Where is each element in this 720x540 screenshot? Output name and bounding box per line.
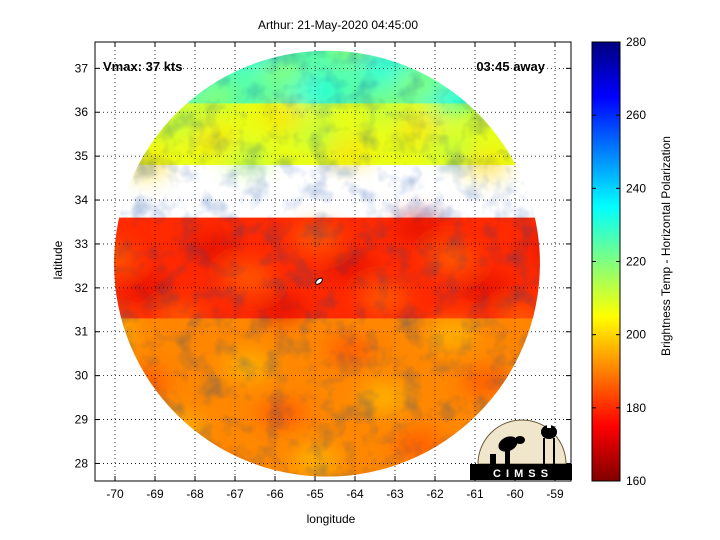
- x-ticks: -70 -69 -68 -67 -66 -65 -64 -63 -62 -61 -60 -59: [106, 42, 564, 501]
- y-tick-label: 37: [75, 61, 89, 75]
- colorbar: 160 180 200 220 240 260 280 Brightness Temp - …: [591, 35, 673, 488]
- y-ticks: 28 29 30 31 32 33 34 35 36 37: [75, 61, 571, 470]
- y-tick-label: 32: [75, 281, 89, 295]
- y-tick-label: 29: [75, 413, 89, 427]
- colorbar-tick-label: 240: [626, 181, 646, 195]
- chart-title: Arthur: 21-May-2020 04:45:00: [258, 18, 418, 32]
- colorbar-tick-label: 280: [626, 35, 646, 49]
- x-tick-label: -66: [266, 487, 284, 501]
- y-tick-label: 34: [75, 193, 89, 207]
- y-tick-label: 30: [75, 369, 89, 383]
- colorbar-gradient: [591, 41, 621, 482]
- x-tick-label: -62: [426, 487, 444, 501]
- y-axis-label: latitude: [51, 240, 65, 279]
- colorbar-tick-label: 160: [626, 474, 646, 488]
- x-tick-label: -65: [306, 487, 324, 501]
- x-tick-label: -63: [386, 487, 404, 501]
- colorbar-tick-label: 220: [626, 255, 646, 269]
- cimss-logo-text: C I M S S: [493, 468, 549, 480]
- x-tick-label: -70: [106, 487, 124, 501]
- x-tick-label: -60: [506, 487, 524, 501]
- cimss-logo: C I M S S: [470, 419, 572, 480]
- colorbar-ticks: 160 180 200 220 240 260 280: [592, 35, 646, 488]
- time-offset-annotation: 03:45 away: [476, 59, 545, 74]
- x-tick-label: -69: [146, 487, 164, 501]
- water-tower-icon: [541, 424, 557, 464]
- satellite-dish-icon: [490, 436, 525, 464]
- y-tick-label: 35: [75, 149, 89, 163]
- y-tick-label: 31: [75, 325, 89, 339]
- y-tick-label: 33: [75, 237, 89, 251]
- colorbar-tick-label: 260: [626, 108, 646, 122]
- colorbar-tick-label: 200: [626, 328, 646, 342]
- x-tick-label: -67: [226, 487, 244, 501]
- axes-frame: [94, 41, 572, 482]
- y-tick-label: 28: [75, 456, 89, 470]
- x-tick-label: -61: [466, 487, 484, 501]
- x-tick-label: -68: [186, 487, 204, 501]
- x-axis-label: longitude: [307, 512, 356, 526]
- y-tick-label: 36: [75, 105, 89, 119]
- storm-center-marker: [315, 277, 323, 285]
- colorbar-tick-label: 180: [626, 401, 646, 415]
- x-tick-label: -59: [546, 487, 564, 501]
- colorbar-label: Brightness Temp - Horizontal Polarizatio…: [659, 136, 673, 356]
- vmax-annotation: Vmax: 37 kts: [103, 59, 183, 74]
- x-tick-label: -64: [346, 487, 364, 501]
